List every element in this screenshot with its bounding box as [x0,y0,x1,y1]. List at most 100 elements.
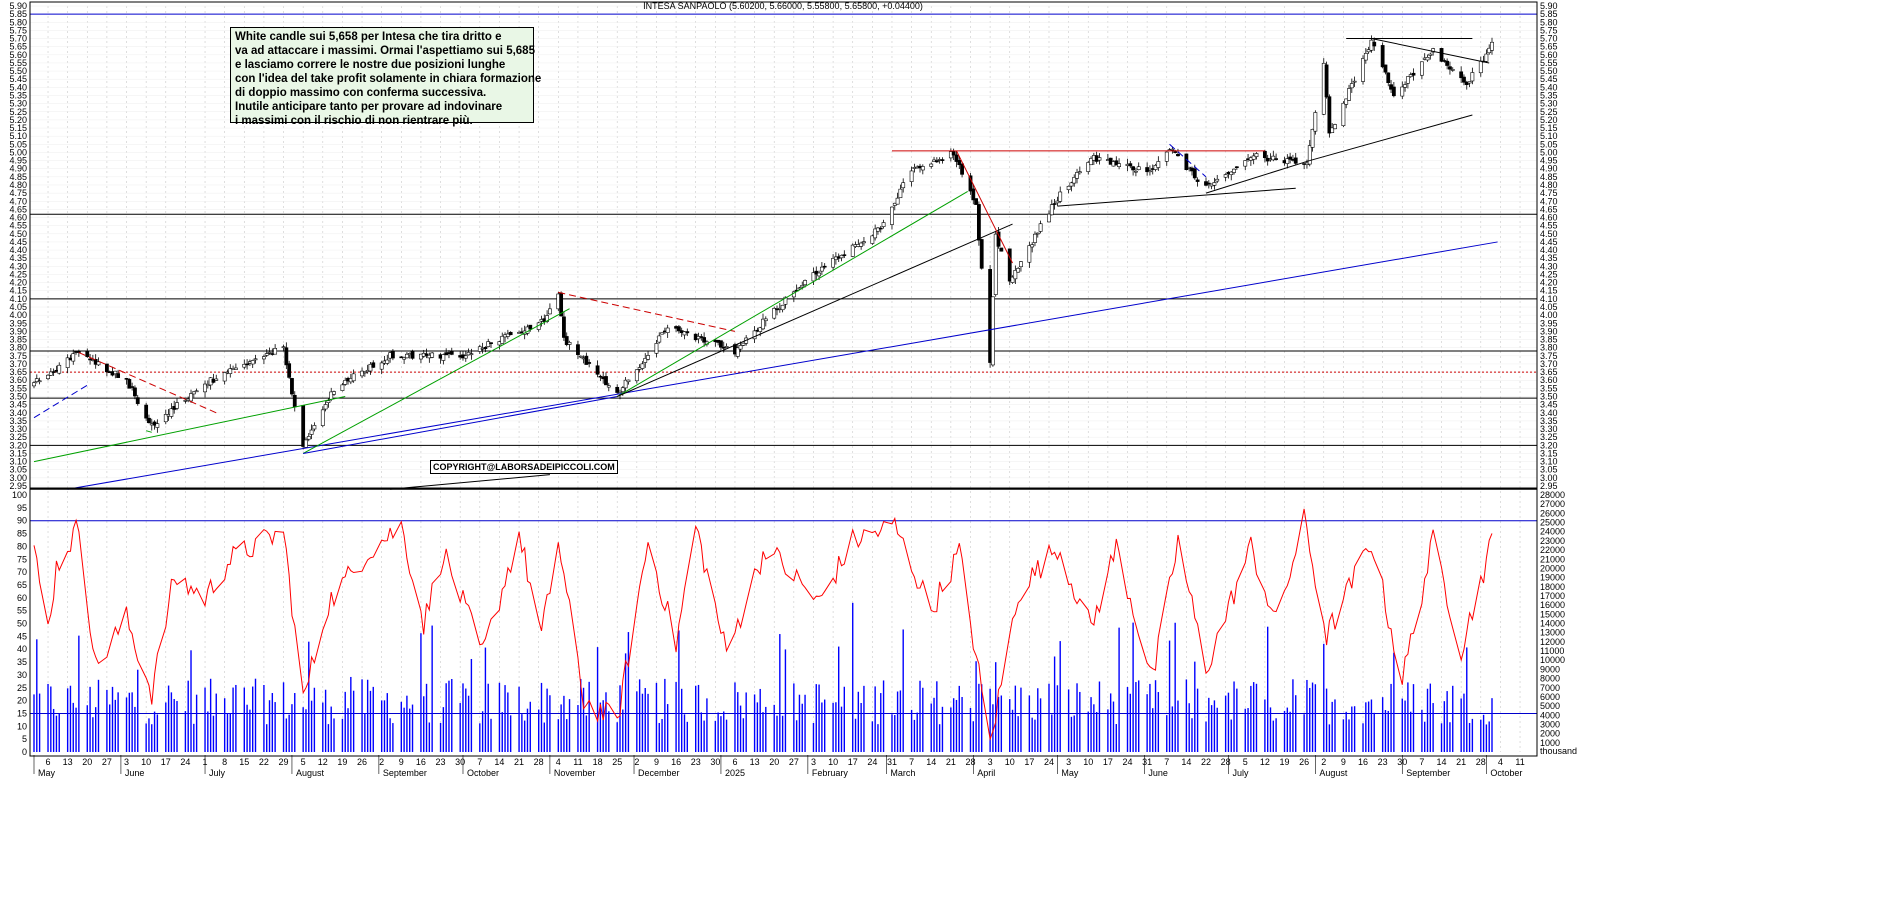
candle [1490,37,1494,55]
candle-body [1271,155,1276,161]
candle [584,352,589,365]
candle [1030,242,1035,253]
price-tick-label: 3.25 [9,432,27,442]
candle [1069,181,1074,192]
candle [741,342,746,347]
chart-title: INTESA SANPAOLO (5.60200, 5.66000, 5.558… [643,1,923,11]
candle [1086,160,1091,175]
candle [870,234,875,245]
oscillator-panel-frame [29,488,1538,757]
candle-body [1047,213,1051,223]
candle [1145,162,1150,176]
candle [281,344,286,352]
price-tick-label: 3.90 [9,326,27,336]
candle [320,406,325,428]
candle [1333,123,1337,130]
price-tick-label: 5.30 [1540,99,1558,109]
trend-line [1169,143,1207,178]
candle-body [144,404,149,419]
price-tick-label: 4.25 [9,269,27,279]
candle-body [960,163,964,175]
candle [1467,81,1472,88]
price-panel-frame [29,1,1538,489]
candle-body [724,346,729,348]
price-tick-label: 5.15 [9,123,27,133]
candle [676,325,681,334]
price-tick-label: 4.60 [1540,213,1558,223]
candle [147,414,151,424]
date-tick-label: 7 [1164,757,1169,767]
copyright-watermark: COPYRIGHT@LABORSADEIPICCOLI.COM [430,460,618,474]
candle-body [842,254,847,256]
candle [1097,153,1102,165]
candle-body [738,345,743,350]
candle-body [665,327,670,333]
price-tick-label: 4.50 [1540,229,1558,239]
candle-body [309,429,314,435]
oscillator-tick-label: 65 [17,580,27,590]
candle [1223,173,1228,182]
volume-tick-label: 11000 [1540,646,1564,656]
candle-body [548,308,552,315]
date-tick-label: 4 [1498,757,1503,767]
candle [920,164,925,175]
candle [133,385,137,400]
candle-body [702,337,707,343]
candle-body [424,353,429,356]
oscillator-tick-label: 60 [17,593,27,603]
price-tick-label: 5.65 [1540,42,1558,52]
price-tick-label: 3.00 [9,473,27,483]
date-tick-label: 3 [1066,757,1071,767]
volume-tick-label: 5000 [1540,701,1560,711]
price-tick-label: 3.70 [1540,359,1558,369]
price-tick-label: 3.75 [9,351,27,361]
price-tick-label: 5.00 [1540,147,1558,157]
price-tick-label: 3.05 [1540,465,1558,475]
candle [752,326,757,343]
candle-body [699,336,704,338]
candle [287,360,292,379]
volume-tick-label: 19000 [1540,573,1565,583]
price-tick-label: 4.10 [9,294,27,304]
volume-tick-label: 7000 [1540,683,1560,693]
candle [1380,42,1385,69]
candle-body [281,346,286,349]
candle [390,349,395,361]
price-tick-label: 3.65 [9,367,27,377]
candle-body [1363,53,1368,61]
date-tick-label: 4 [556,757,561,767]
candle [449,347,454,356]
candle [682,331,687,340]
candle [1439,47,1444,63]
volume-tick-label: 17000 [1540,591,1565,601]
date-tick-label: 16 [416,757,426,767]
candle-body [351,373,356,382]
candle [626,379,631,385]
analysis-note: White candle sui 5,658 per Intesa che ti… [230,27,541,127]
price-tick-label: 5.90 [9,1,27,11]
price-tick-label: 3.50 [1540,392,1558,402]
date-tick-label: 9 [654,757,659,767]
trend-line [146,430,152,433]
price-tick-label: 5.75 [1540,25,1558,35]
price-tick-label: 5.35 [9,90,27,100]
price-tick-label: 4.30 [9,261,27,271]
oscillator-tick-label: 75 [17,554,27,564]
oscillator-tick-label: 0 [22,747,27,757]
candle-body [189,393,193,402]
candle-body [1425,57,1430,61]
candle-body [895,197,900,205]
date-tick-label: 19 [1280,757,1290,767]
price-tick-label: 4.45 [9,237,27,247]
candle [761,313,765,331]
candle [604,372,608,386]
price-tick-label: 5.45 [1540,74,1558,84]
price-tick-label: 4.75 [9,188,27,198]
candle [576,340,580,360]
candle [1195,177,1200,187]
candle [738,341,743,353]
candle-body [147,417,151,424]
date-tick-label: 23 [436,757,446,767]
date-tick-label: 28 [965,757,975,767]
price-tick-label: 4.55 [9,221,27,231]
